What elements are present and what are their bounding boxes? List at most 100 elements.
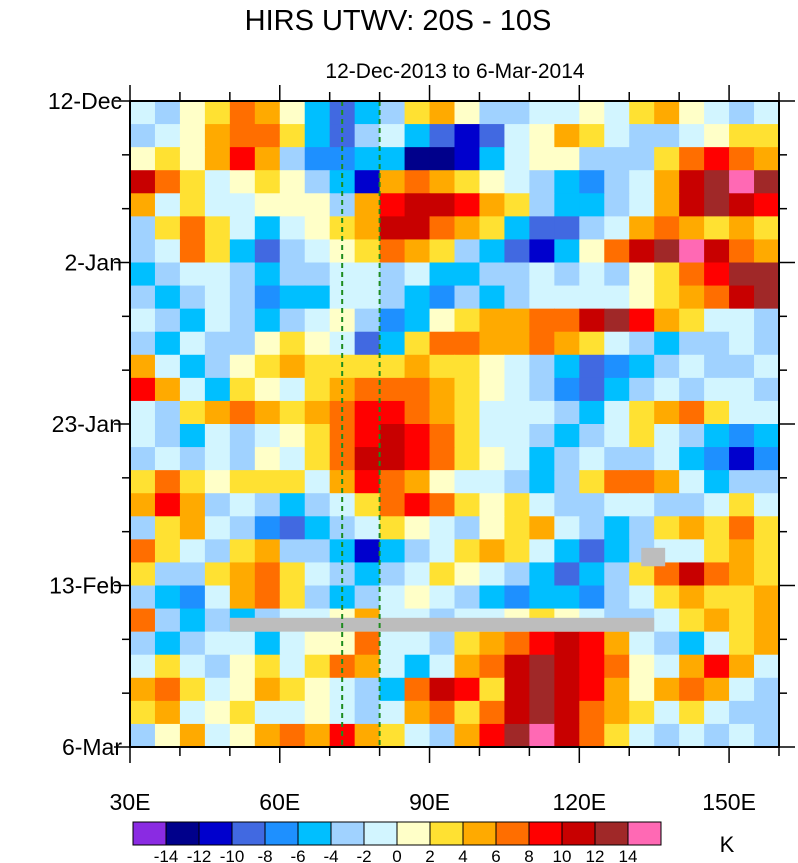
heatmap-cell [629,493,655,517]
heatmap-cell [154,239,181,264]
heatmap-cell [504,216,530,241]
heatmap-cell [654,239,680,264]
heatmap-cell [229,262,256,287]
heatmap-cell [254,147,281,171]
heatmap-cell [179,216,206,241]
heatmap-cell [729,539,755,564]
missing-data-regions [229,547,666,632]
heatmap-cell [754,193,780,217]
heatmap-cell [504,193,530,217]
heatmap-cell [654,631,680,656]
heatmap-cell [629,331,655,356]
heatmap-cell [304,377,331,402]
heatmap-cell [429,239,456,264]
heatmap-cell [654,677,680,702]
heatmap-cell [579,562,605,587]
heatmap-cell [579,216,605,241]
heatmap-cell [354,216,381,241]
heatmap-cell [504,147,530,171]
heatmap-cell [704,124,730,148]
heatmap-cell [754,700,780,725]
heatmap-cell [754,677,780,702]
missing-data-box [229,617,655,632]
heatmap-cell [179,239,206,264]
heatmap-cell [454,170,481,194]
heatmap-cell [679,400,705,425]
heatmap-cell [204,124,231,148]
heatmap-cell [579,285,605,310]
heatmap-cell [654,400,680,425]
heatmap-cell [179,608,206,633]
heatmap-cell [179,447,206,471]
heatmap-cell [579,470,605,494]
heatmap-cell [579,193,605,217]
heatmap-cell [504,516,530,540]
heatmap-cell [429,377,456,402]
heatmap-cell [754,124,780,148]
heatmap-cell [754,400,780,425]
heatmap-cell [554,331,580,356]
colorbar-label: -14 [154,847,179,863]
heatmap-cell [729,170,755,194]
heatmap-cell [279,193,306,217]
heatmap-cell [404,262,431,287]
heatmap-cell [304,400,331,425]
heatmap-cell [629,101,655,125]
heatmap-cell [329,400,356,425]
heatmap-cell [729,308,755,333]
heatmap-cell [279,331,306,356]
heatmap-cell [179,677,206,702]
heatmap-cell [479,193,506,217]
heatmap-cell [729,262,755,287]
heatmap-cell [754,170,780,194]
heatmap-cell [554,193,580,217]
heatmap-cell [429,400,456,425]
heatmap-cell [429,193,456,217]
heatmap-cell [254,700,281,725]
heatmap-cell [454,516,481,540]
heatmap-cell [654,124,680,148]
heatmap-cell [279,124,306,148]
heatmap-cell [204,677,231,702]
heatmap-cell [229,193,256,217]
heatmap-cell [754,147,780,171]
heatmap-cell [379,700,406,725]
heatmap-cell [379,193,406,217]
heatmap-cell [679,470,705,494]
heatmap-cell [754,608,780,633]
heatmap-cell [479,101,506,125]
heatmap-cell [704,193,730,217]
colorbar-swatch [594,821,629,846]
heatmap-cell [504,170,530,194]
colorbar-label: 14 [619,847,638,863]
heatmap-cell [404,285,431,310]
heatmap-cell [354,470,381,494]
heatmap-cell [529,470,555,494]
heatmap-cell [704,516,730,540]
heatmap-cell [454,331,481,356]
heatmap-cell [354,262,381,287]
heatmap-cell [629,285,655,310]
heatmap-cell [554,516,580,540]
heatmap-cell [429,700,456,725]
colorbar-swatch [264,821,299,846]
heatmap-cell [130,700,156,725]
heatmap-cell [754,216,780,241]
heatmap-cell [529,677,555,702]
heatmap-cell [579,101,605,125]
heatmap-cell [154,700,181,725]
heatmap-cell [604,216,630,241]
heatmap-cell [704,377,730,402]
heatmap-cell [404,331,431,356]
heatmap-cell [154,677,181,702]
heatmap-cell [504,723,530,748]
heatmap-cell [479,539,506,564]
heatmap-cell [429,470,456,494]
heatmap-cell [754,354,780,379]
heatmap-cell [179,539,206,564]
heatmap-cell [329,493,356,517]
heatmap-cell [479,216,506,241]
heatmap-cell [254,585,281,610]
heatmap-cell [279,585,306,610]
heatmap-cell [354,124,381,148]
